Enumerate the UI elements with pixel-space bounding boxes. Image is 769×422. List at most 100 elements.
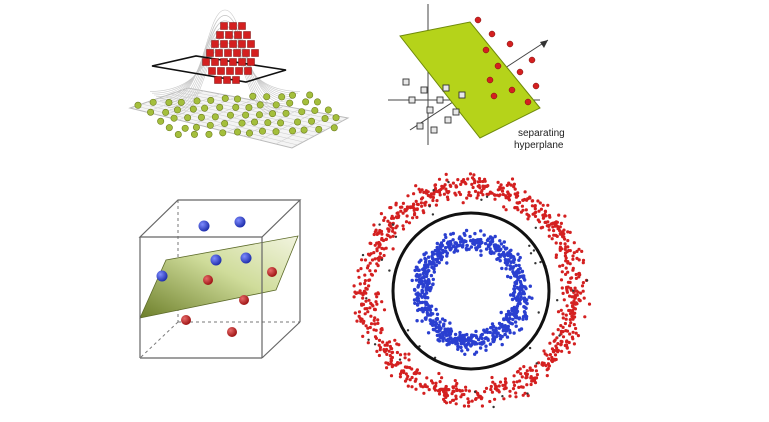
red-point <box>412 203 416 207</box>
red-point <box>400 205 404 209</box>
red-point <box>419 384 423 388</box>
red-point <box>559 308 563 312</box>
red-point <box>521 198 525 202</box>
green-point <box>264 119 272 127</box>
red-point <box>506 195 511 199</box>
red-point <box>423 383 427 387</box>
green-point <box>184 114 192 122</box>
stray-point <box>585 279 589 282</box>
red-point <box>560 286 564 290</box>
blue-point <box>471 240 476 244</box>
blue-point <box>424 257 428 262</box>
red-point <box>370 303 374 307</box>
square-point <box>416 122 424 130</box>
red-point <box>560 270 564 274</box>
red-point <box>517 385 521 389</box>
red-point <box>556 310 561 314</box>
red-point <box>461 201 465 205</box>
blue-point <box>424 302 428 307</box>
red-point <box>378 228 382 233</box>
red-point <box>411 206 415 210</box>
red-point <box>523 190 527 194</box>
blue-point <box>468 234 472 239</box>
stray-point <box>394 235 398 238</box>
red-point <box>552 229 556 233</box>
red-point <box>510 177 515 181</box>
blue-point <box>522 292 526 296</box>
blue-point <box>426 255 431 259</box>
red-point <box>366 310 370 314</box>
blue-point <box>455 249 460 253</box>
red-point <box>474 16 482 24</box>
blue-point <box>501 329 505 333</box>
blue-point <box>504 329 508 333</box>
red-point <box>521 385 525 389</box>
blue-point <box>410 278 414 283</box>
red-point <box>526 394 530 398</box>
red-point <box>377 353 381 358</box>
red-point <box>507 181 511 185</box>
blue-point <box>464 345 468 349</box>
red-point <box>530 368 535 372</box>
red-point <box>545 374 549 378</box>
red-point <box>553 338 557 342</box>
blue-point <box>446 241 451 246</box>
blue-point <box>440 255 444 259</box>
red-point <box>552 348 556 353</box>
blue-point <box>423 293 427 298</box>
green-point <box>234 128 242 136</box>
blue-point <box>473 231 477 236</box>
red-point <box>518 200 522 205</box>
red-point <box>459 182 463 186</box>
red-point <box>372 232 376 237</box>
blue-point <box>484 247 489 251</box>
red-point <box>451 181 455 185</box>
blue-point <box>426 331 431 335</box>
red-point <box>566 245 570 249</box>
red-point <box>573 286 577 290</box>
square-point <box>430 126 438 134</box>
red-point <box>395 342 399 346</box>
blue-point <box>413 268 417 273</box>
stray-point <box>391 223 395 226</box>
red-point <box>417 371 422 375</box>
square-points <box>402 78 466 134</box>
decision-boundary <box>391 211 551 371</box>
green-point <box>311 106 319 114</box>
blue-point <box>508 312 512 316</box>
red-point <box>563 343 567 348</box>
red-point <box>429 192 433 196</box>
blue-point <box>423 268 427 272</box>
red-point <box>556 350 560 354</box>
red-point <box>567 350 571 354</box>
green-point <box>192 123 200 131</box>
red-point <box>404 372 408 376</box>
red-point <box>365 266 370 270</box>
blue-point <box>494 331 498 335</box>
red-point <box>387 362 391 366</box>
red-point <box>536 199 540 203</box>
red-point <box>369 314 373 318</box>
red-point <box>426 190 430 194</box>
blue-point <box>505 335 510 339</box>
red-point <box>375 249 379 253</box>
stray-point <box>539 260 542 264</box>
blue-point <box>431 320 435 324</box>
blue-point <box>527 295 531 299</box>
red-point <box>410 385 414 389</box>
blue-point <box>512 284 517 288</box>
red-point <box>512 374 516 378</box>
red-point <box>417 187 421 191</box>
red-point <box>548 353 553 357</box>
red-point <box>481 193 485 197</box>
blue-point <box>480 336 484 341</box>
blue-point <box>518 280 523 284</box>
blue-point <box>500 342 504 347</box>
blue-point <box>512 311 517 315</box>
blue-point <box>517 263 521 268</box>
red-point <box>372 318 376 322</box>
red-point <box>501 192 505 197</box>
red-point <box>368 241 372 245</box>
red-point <box>568 249 572 253</box>
red-point <box>568 332 572 336</box>
